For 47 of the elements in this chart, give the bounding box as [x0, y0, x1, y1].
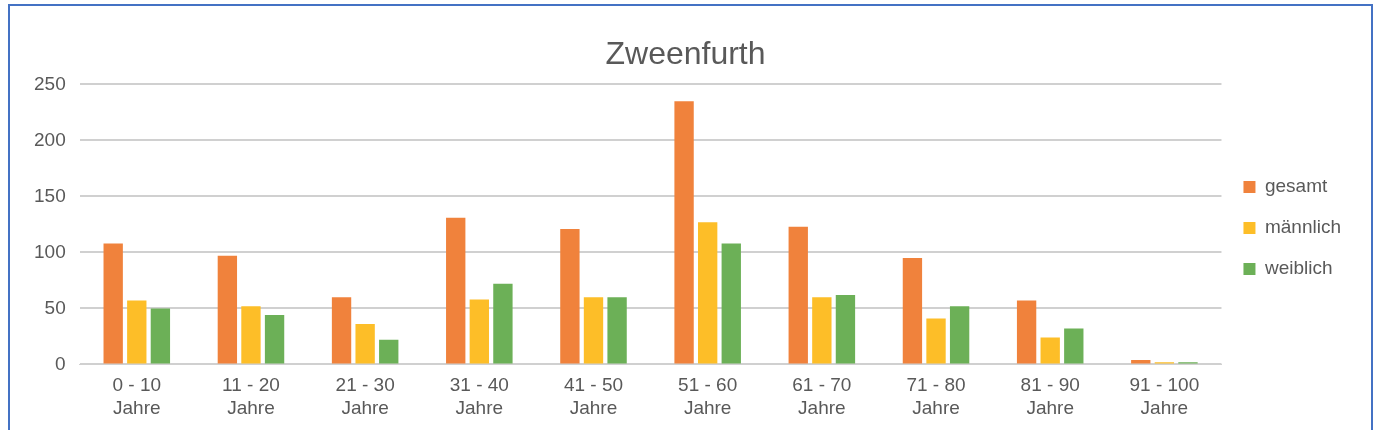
bar [1064, 328, 1084, 364]
x-tick-label: 21 - 30 Jahre [335, 374, 395, 418]
bar [241, 306, 261, 364]
x-tick-label: 91 - 100 Jahre [1129, 374, 1200, 418]
bar [355, 324, 375, 364]
bar [469, 299, 489, 364]
bar [721, 243, 741, 364]
y-tick-label: 250 [34, 72, 66, 94]
chart-title: Zweenfurth [605, 35, 766, 72]
x-tick-label: 61 - 70 Jahre [792, 374, 852, 418]
bar [812, 297, 832, 364]
x-tick-label: 41 - 50 Jahre [563, 374, 624, 418]
legend-label: männlich [1264, 216, 1342, 238]
bar [446, 217, 466, 364]
bar [1040, 337, 1060, 364]
y-tick-label: 50 [44, 296, 66, 318]
bar [698, 222, 718, 364]
y-tick-label: 150 [34, 184, 66, 206]
bar [217, 255, 238, 364]
bar [379, 339, 399, 364]
bar [331, 297, 352, 364]
y-tick-label: 200 [34, 128, 66, 150]
bar [674, 101, 694, 364]
x-tick-label: 0 - 10 Jahre [112, 374, 162, 418]
bar [583, 297, 604, 364]
bar [264, 315, 285, 364]
x-tick-label: 81 - 90 Jahre [1020, 374, 1080, 418]
bar [127, 300, 147, 364]
y-tick-label: 100 [34, 240, 66, 262]
bar [150, 308, 171, 364]
bar [493, 283, 513, 364]
bar [103, 243, 123, 364]
bar [560, 228, 580, 364]
x-tick-label: 11 - 20 Jahre [222, 374, 280, 418]
x-tick-label: 31 - 40 Jahre [449, 374, 509, 418]
bar [835, 294, 856, 364]
x-tick-label: 71 - 80 Jahre [906, 374, 966, 418]
bar [926, 318, 946, 364]
legend-label: weiblich [1263, 257, 1333, 279]
bar [607, 297, 627, 364]
bar [1016, 300, 1037, 364]
x-tick-label: 51 - 60 Jahre [678, 374, 738, 418]
bar [902, 258, 923, 364]
bar [788, 226, 808, 364]
y-tick-label: 0 [55, 352, 66, 374]
legend-label: gesamt [1264, 175, 1328, 197]
bar [949, 306, 970, 364]
